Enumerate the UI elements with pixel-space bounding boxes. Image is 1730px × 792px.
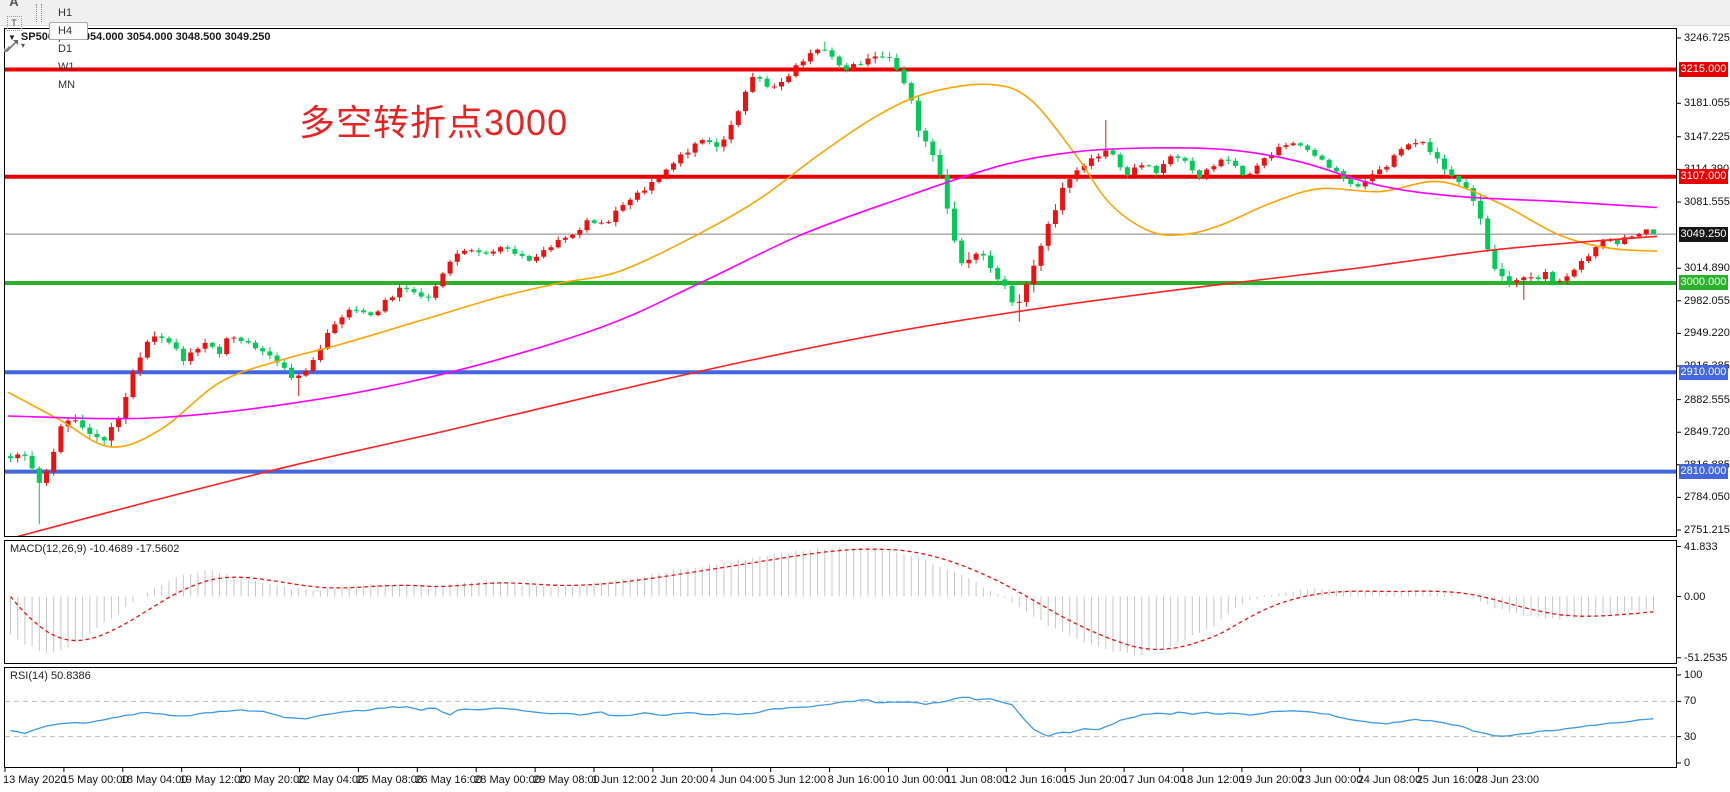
price-axis-label: 3081.555: [1684, 196, 1730, 208]
time-axis-label: 1 Jun 12:00: [592, 774, 650, 786]
macd-signal-line: [10, 548, 1654, 651]
price-badge-3215.000: 3215.000: [1679, 62, 1728, 77]
moving-averages: [7, 83, 1658, 536]
timeframe-toolbar: M1M5M15M30H1H4D1W1MN: [48, 0, 89, 94]
axis-ticks: [4, 37, 1681, 772]
horizontal-lines[interactable]: [5, 67, 1676, 474]
time-axis-label: 5 Jun 12:00: [768, 774, 827, 786]
rsi-axis-label: 100: [1684, 669, 1703, 681]
time-axis-label: 25 Jun 16:00: [1416, 774, 1481, 786]
timeframe-button-h1[interactable]: H1: [58, 6, 73, 19]
rsi-layer: [5, 696, 1676, 738]
price-axis-label: 2849.720: [1684, 426, 1730, 439]
rsi-axis-label: 0: [1684, 757, 1691, 769]
time-axis-label: 11 Jun 08:00: [945, 774, 1009, 786]
price-badge-3107.000: 3107.000: [1679, 169, 1728, 185]
rsi-axis-label: 30: [1684, 730, 1697, 743]
chart-dropdown-icon[interactable]: ▼: [8, 32, 16, 42]
price-axis: 3246.7253181.0553147.2253114.3903081.555…: [1677, 0, 1730, 792]
rsi-panel: [4, 667, 1677, 768]
arrows-tool-button[interactable]: ▾: [1, 35, 27, 57]
time-axis-label: 28 May 00:00: [474, 774, 541, 786]
price-axis-label: 2882.555: [1684, 393, 1730, 406]
text-tool-button[interactable]: T: [1, 13, 27, 35]
timeframe-button-w1[interactable]: W1: [58, 60, 75, 73]
ma-mid-magenta: [7, 146, 1658, 420]
drawing-toolbar: A T ▾: [0, 0, 28, 57]
price-badge-2810.000: 2810.000: [1679, 464, 1728, 480]
time-axis-label: 10 Jun 00:00: [886, 774, 951, 786]
price-badge-3049.250: 3049.250: [1679, 226, 1728, 242]
letter-a-icon: A: [9, 0, 19, 9]
letter-t-icon: T: [6, 16, 22, 31]
time-axis-label: 25 May 08:00: [356, 774, 424, 786]
price-badge-3000.000: 3000.000: [1679, 275, 1728, 291]
time-axis-label: 13 May 2020: [3, 774, 67, 786]
time-axis: 13 May 2020 15 May 00:00 18 May 04:00 19 Ma…: [0, 773, 1730, 792]
time-axis-label: 8 Jun 16:00: [827, 774, 886, 786]
price-axis-label: 3147.225: [1684, 130, 1730, 143]
timeframe-button-h4[interactable]: H4: [49, 21, 89, 40]
ma-slow-red: [16, 235, 1658, 536]
time-axis-label: 24 Jun 08:00: [1357, 774, 1422, 786]
time-axis-label: 12 Jun 16:00: [1004, 774, 1068, 786]
chevron-down-icon[interactable]: ▾: [20, 41, 25, 50]
macd-axis-label: 41.833: [1684, 540, 1718, 553]
time-axis-label: 20 May 20:00: [238, 774, 306, 786]
label-tool-button[interactable]: A: [1, 0, 27, 13]
time-axis-label: 4 Jun 04:00: [709, 774, 768, 786]
timeframe-button-d1[interactable]: D1: [58, 42, 73, 55]
price-axis-label: 2751.215: [1684, 524, 1730, 536]
time-axis-label: 18 May 04:00: [120, 774, 188, 786]
timeframe-button-m30[interactable]: M30: [49, 0, 88, 4]
price-axis-label: 3246.725: [1684, 32, 1730, 44]
candles-layer: [8, 41, 1656, 525]
toolbar: AT▾ M1M5M15M30H1H4D1W1MN: [0, 0, 1730, 91]
price-axis-label: 3014.890: [1684, 262, 1730, 275]
rsi-indicator-label: RSI(14) 50.8386: [10, 670, 91, 682]
chart-annotation: 多空转折点3000: [299, 102, 569, 143]
macd-panel: [4, 540, 1677, 664]
toolbar-grip[interactable]: [36, 3, 42, 22]
time-axis-label: 23 Jun 00:00: [1298, 774, 1363, 786]
time-axis-label: 17 Jun 04:00: [1122, 774, 1186, 786]
time-axis-label: 19 May 12:00: [179, 774, 247, 786]
macd-histogram: [10, 547, 1654, 656]
time-axis-label: 29 May 08:00: [533, 774, 600, 786]
time-axis-label: 15 May 00:00: [61, 774, 129, 786]
price-badge-2910.000: 2910.000: [1679, 364, 1728, 380]
timeframe-button-mn[interactable]: MN: [58, 78, 76, 91]
rsi-line: [10, 696, 1654, 737]
ma-fast-orange: [7, 83, 1658, 448]
time-axis-label: 22 May 04:00: [297, 774, 365, 786]
macd-layer: [10, 547, 1654, 656]
time-axis-label: 15 Jun 20:00: [1063, 774, 1127, 786]
macd-axis-label: 0.00: [1684, 590, 1706, 603]
macd-indicator-label: MACD(12,26,9) -10.4689 -17.5602: [10, 543, 180, 555]
time-axis-label: 19 Jun 20:00: [1239, 774, 1304, 786]
time-axis-label: 18 Jun 12:00: [1181, 774, 1245, 786]
time-axis-label: 26 May 16:00: [415, 774, 482, 786]
price-axis-label: 2784.050: [1684, 491, 1730, 504]
time-axis-label: 28 Jun 23:00: [1475, 774, 1540, 786]
price-axis-label: 2949.220: [1684, 327, 1730, 340]
arrows-icon: [3, 39, 18, 52]
price-axis-label: 2982.055: [1684, 294, 1730, 307]
time-axis-label: 2 Jun 20:00: [650, 774, 709, 786]
price-axis-label: 3181.055: [1684, 97, 1730, 110]
macd-axis-label: -51.2535: [1684, 651, 1728, 664]
rsi-axis-label: 70: [1684, 695, 1697, 708]
